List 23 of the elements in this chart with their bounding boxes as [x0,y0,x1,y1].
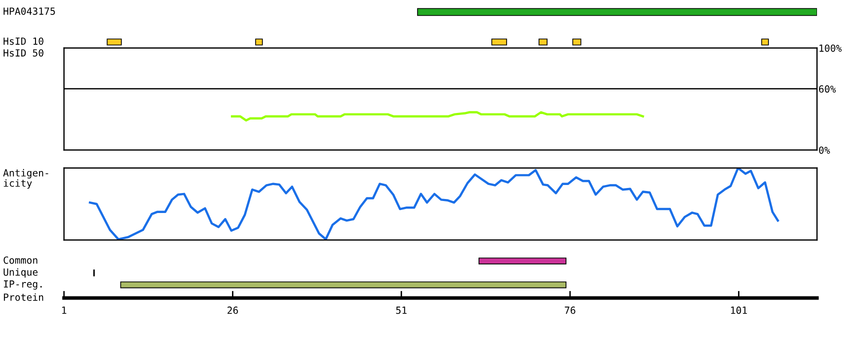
bar [106,38,122,46]
category-label: Unique [4,268,38,278]
category-label: Common [4,256,38,264]
x-axis-title: Protein [4,293,44,301]
x-tick-label: 26 [228,306,238,314]
y-tick-label: 0% [819,146,830,154]
y-tick-label: 100% [820,44,842,52]
category-label: HsID 10 [4,37,44,45]
bar [255,38,263,46]
x-tick-label: 51 [396,306,407,314]
bar [761,38,769,46]
x-tick-label: 101 [731,306,747,314]
y-axis-title: HsID 50 [4,49,44,57]
x-tick-label: 1 [62,306,66,314]
bar [572,38,582,46]
bar [538,38,548,46]
line-series [230,111,644,122]
y-tick-label: 60% [819,85,836,93]
y-axis-title: Antigen- icity [3,169,48,189]
category-label: IP-reg. [4,280,42,290]
bar [491,38,508,46]
x-tick-label: 76 [564,306,576,314]
category-label: HPA043175 [4,7,55,15]
